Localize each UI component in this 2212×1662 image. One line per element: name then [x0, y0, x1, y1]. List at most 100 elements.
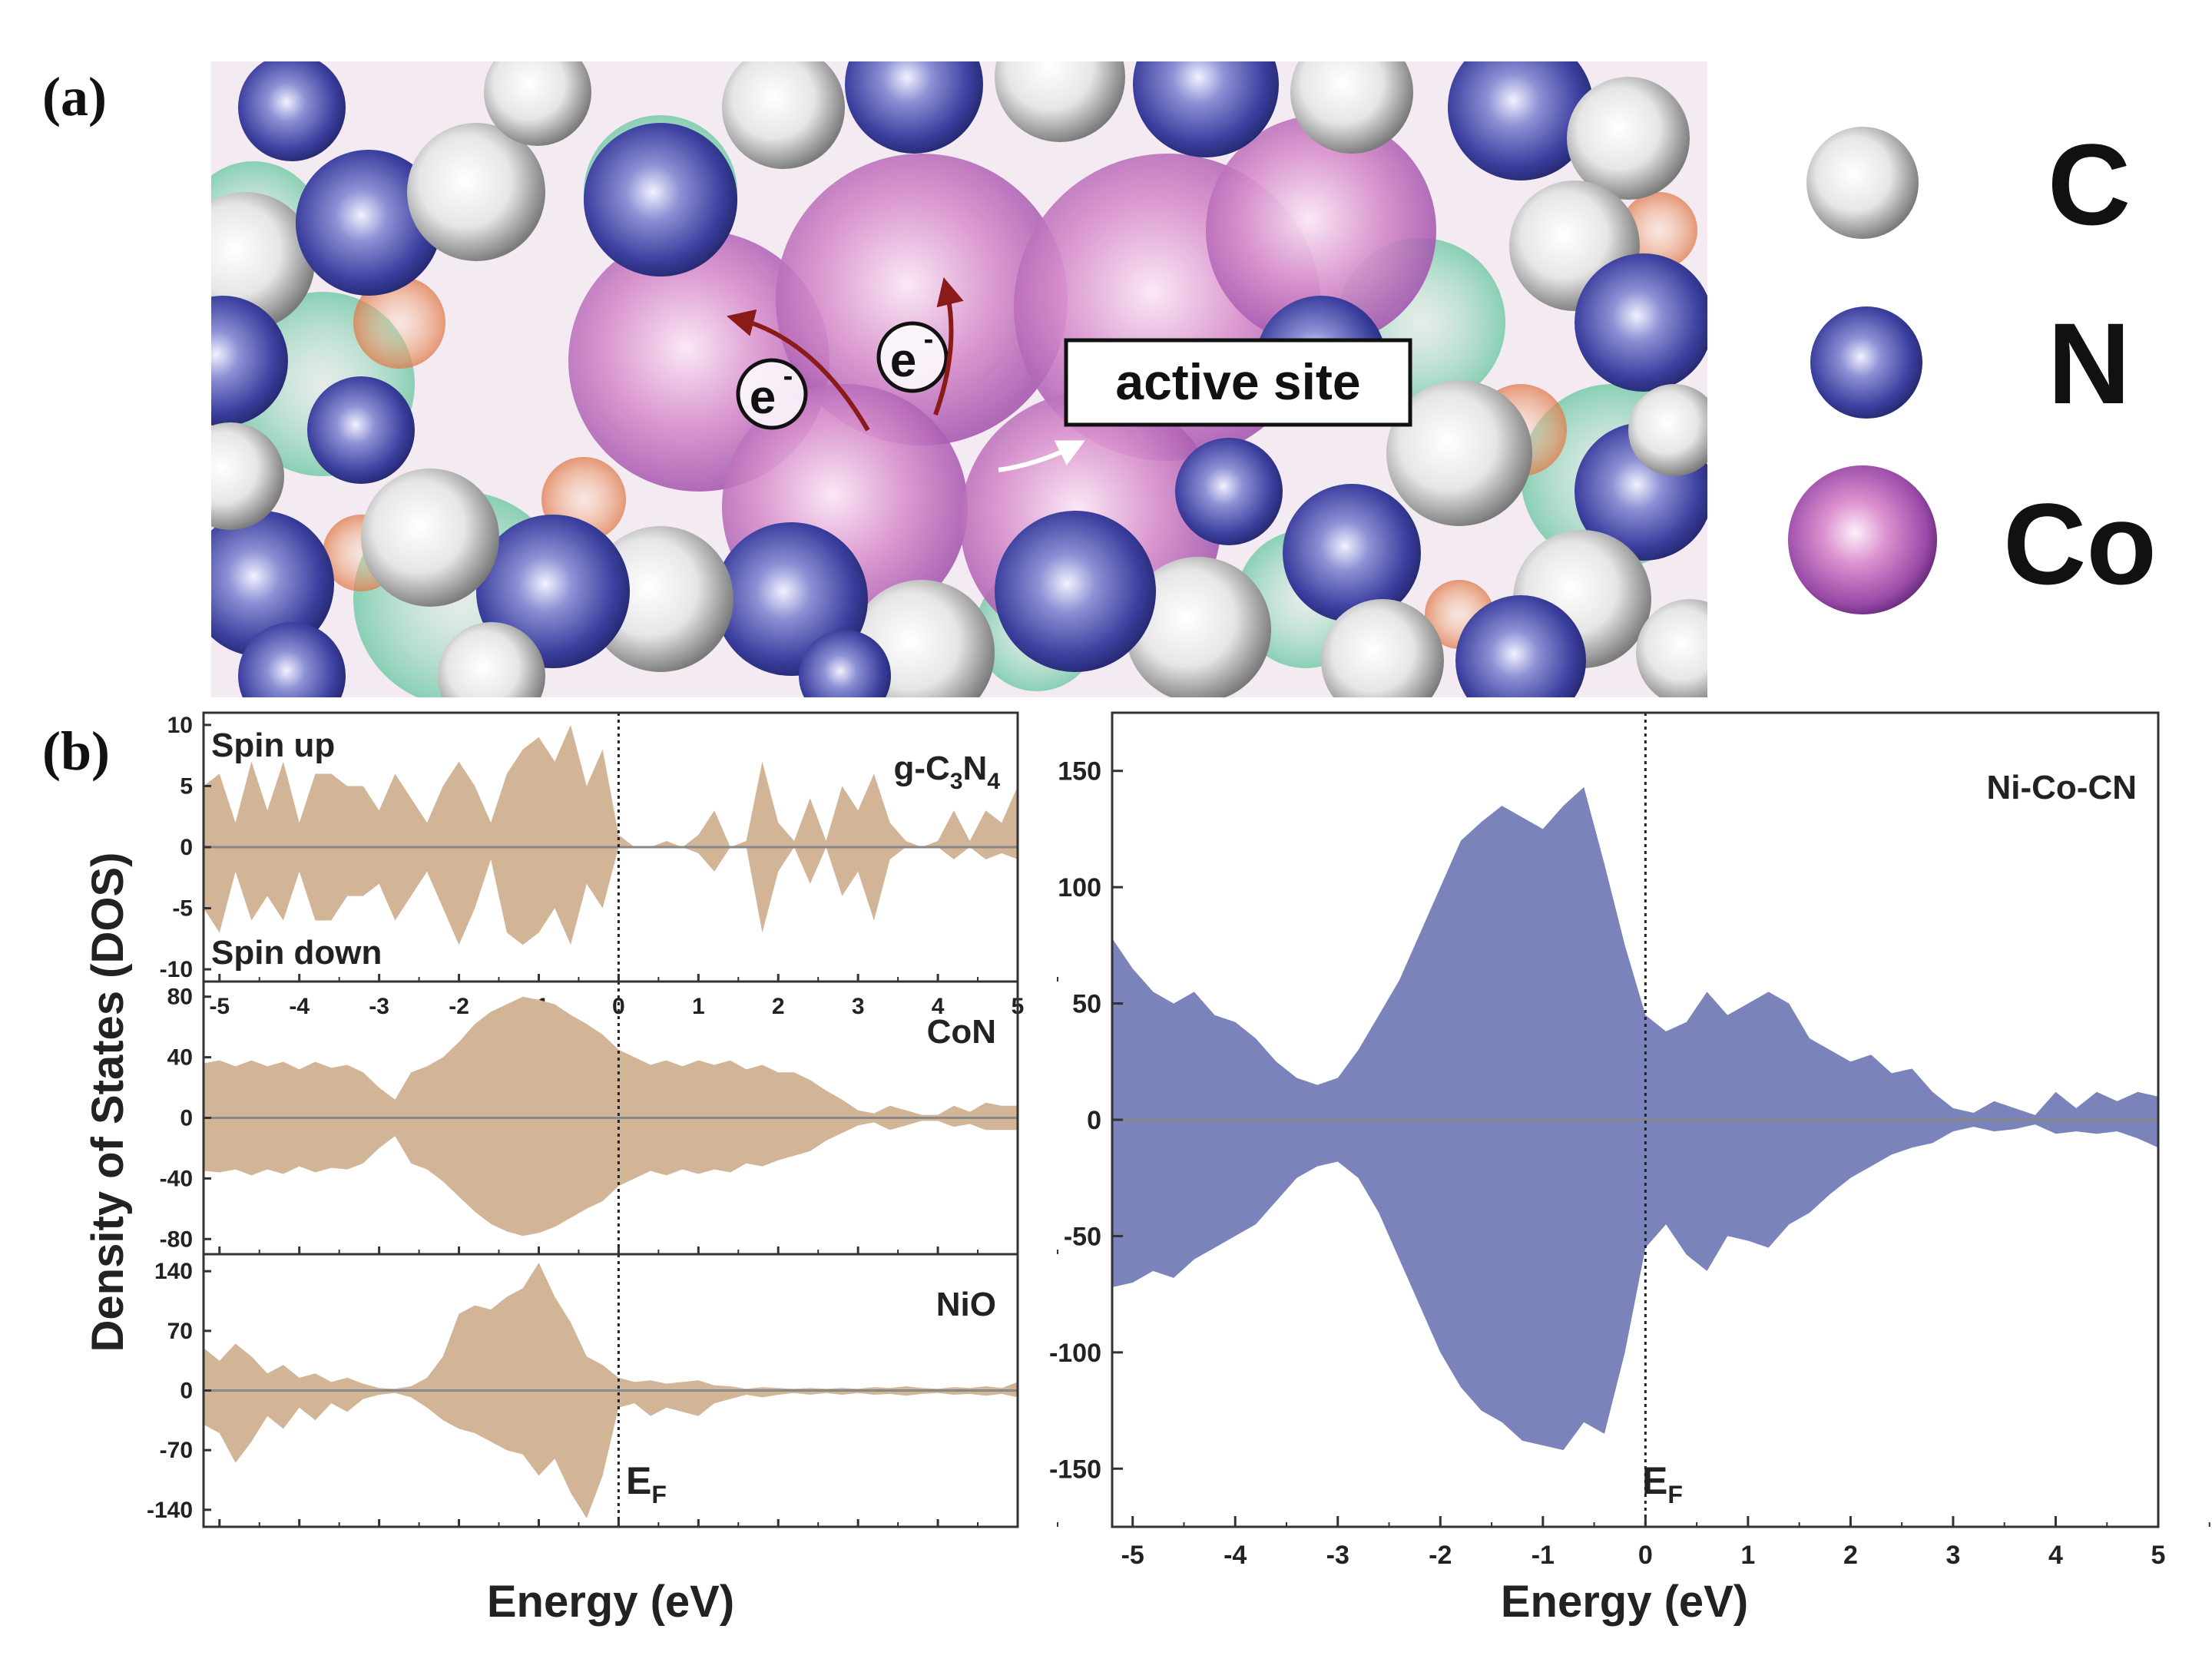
- y-tick-label: 10: [167, 713, 193, 738]
- x-tick-label: 2: [772, 994, 785, 1019]
- dos-area-1: [204, 996, 1018, 1237]
- legend-co: Co: [1788, 465, 2157, 614]
- fermi-level-label-right: EF: [1642, 1459, 1683, 1508]
- nitrogen-atom: [1455, 595, 1586, 697]
- carbon-atom: [211, 422, 284, 530]
- x-tick-label: -5: [209, 994, 230, 1019]
- x-tick-label: -5: [1121, 1541, 1144, 1570]
- nitrogen-atom: [296, 150, 442, 296]
- chart-title-con: CoN: [927, 1013, 996, 1051]
- svg-text:N: N: [2048, 299, 2131, 428]
- cobalt-atom: [1206, 115, 1436, 346]
- x-tick-label: -2: [449, 994, 469, 1019]
- y-tick-label: 50: [1072, 990, 1101, 1019]
- chart-panel-3: 150 100 50 0 -50 -100 -150 -5 -4 -3 -2 -1 0 1 2 3 4 5 Ni-C…: [1049, 711, 2210, 1570]
- y-tick-label: 150: [1058, 757, 1101, 786]
- carbon-atom: [361, 468, 499, 607]
- carbon-atom: [722, 61, 845, 169]
- charge-density-isosurface: [353, 276, 445, 369]
- x-tick-label: -4: [289, 994, 310, 1019]
- y-tick-label: -150: [1049, 1455, 1101, 1484]
- legend-n: N: [1810, 299, 2131, 428]
- svg-text:e: e: [890, 334, 916, 387]
- nitrogen-atom: [1175, 438, 1283, 545]
- carbon-atom: [407, 123, 545, 261]
- y-tick-label: 100: [1058, 873, 1101, 902]
- y-tick-label: 140: [154, 1259, 193, 1284]
- svg-text:-: -: [924, 323, 934, 356]
- svg-text:-: -: [783, 360, 793, 392]
- panel-b-label: (b): [42, 720, 110, 782]
- carbon-atom: [1125, 557, 1271, 697]
- nitrogen-atom: [1575, 253, 1707, 392]
- cobalt-atom: [776, 154, 1068, 445]
- x-tick-label: 3: [852, 994, 865, 1019]
- active-site-label: active site: [1064, 338, 1412, 427]
- y-tick-label: -70: [160, 1438, 193, 1463]
- y-tick-label: 0: [180, 835, 193, 860]
- dos-area-0: [204, 724, 1018, 945]
- y-tick-label: 0: [180, 1379, 193, 1404]
- y-tick-label: -100: [1049, 1339, 1101, 1368]
- spin-up-label: Spin up: [211, 727, 335, 764]
- chart-panel-2: 140 70 0 -70 -140 NiO: [147, 1253, 1058, 1528]
- x-axis-title-right: Energy (eV): [1501, 1577, 1748, 1627]
- x-tick-label: -3: [1326, 1541, 1349, 1570]
- x-tick-label: 0: [1638, 1541, 1653, 1570]
- y-tick-label: -40: [160, 1166, 193, 1191]
- y-tick-label: -10: [160, 957, 193, 982]
- electron-symbol: e -: [736, 358, 808, 430]
- y-tick-label: 70: [167, 1319, 193, 1344]
- electron-symbol: e -: [876, 321, 949, 393]
- active-site-arrow: [998, 440, 1085, 472]
- svg-text:e: e: [750, 371, 776, 424]
- atomic-structure-image: [211, 61, 1707, 697]
- nitrogen-atom: [845, 61, 983, 154]
- x-tick-label: 1: [1740, 1541, 1755, 1570]
- x-tick-label: 3: [1945, 1541, 1960, 1570]
- y-tick-label: -50: [1064, 1222, 1101, 1251]
- x-axis-title-left: Energy (eV): [487, 1577, 734, 1627]
- nitrogen-atom: [211, 511, 334, 657]
- svg-text:C: C: [2048, 120, 2131, 249]
- carbon-atom: [438, 622, 545, 697]
- x-tick-label: -2: [1429, 1541, 1452, 1570]
- y-axis-title: Density of States (DOS): [83, 853, 133, 1352]
- svg-text:active site: active site: [1115, 353, 1360, 410]
- carbon-atom: [484, 61, 591, 146]
- charge-density-isosurface: [1621, 192, 1697, 269]
- fermi-level-label-left: EF: [626, 1459, 667, 1508]
- chart-title-gc3n4: g-C3N4: [894, 750, 1001, 794]
- nitrogen-atom: [1448, 61, 1594, 180]
- x-tick-label: 4: [2048, 1541, 2063, 1570]
- carbon-atom: [1290, 61, 1413, 154]
- y-tick-label: -80: [160, 1227, 193, 1252]
- y-tick-label: -5: [172, 896, 193, 922]
- carbon-atom: [1386, 380, 1532, 526]
- nitrogen-atom: [1283, 484, 1421, 622]
- electron-transfer-arrow: [727, 309, 870, 432]
- carbon-atom: [211, 192, 315, 330]
- nitrogen-atom: [995, 511, 1156, 672]
- carbon-atom: [1636, 599, 1707, 697]
- svg-text:Co: Co: [2003, 479, 2157, 608]
- carbon-atom: [1567, 77, 1690, 200]
- nitrogen-atom: [238, 622, 346, 697]
- y-tick-label: 0: [1087, 1106, 1101, 1135]
- x-tick-label: 5: [2151, 1541, 2166, 1570]
- x-tick-label: -3: [369, 994, 389, 1019]
- carbon-atom: [1321, 599, 1444, 697]
- carbon-atom: [1628, 384, 1707, 476]
- y-tick-label: -140: [147, 1498, 193, 1523]
- chart-title-ni-co-cn: Ni-Co-CN: [1986, 769, 2137, 806]
- y-tick-label: 80: [167, 985, 193, 1010]
- chart-title-nio: NiO: [936, 1286, 996, 1323]
- x-tick-label: 0: [612, 994, 625, 1019]
- y-tick-label: 40: [167, 1045, 193, 1071]
- panel-a-label: (a): [42, 66, 107, 127]
- x-tick-label: 4: [932, 994, 945, 1019]
- nitrogen-atom: [307, 376, 415, 484]
- carbon-atom: [995, 61, 1125, 142]
- spin-down-label: Spin down: [211, 934, 382, 972]
